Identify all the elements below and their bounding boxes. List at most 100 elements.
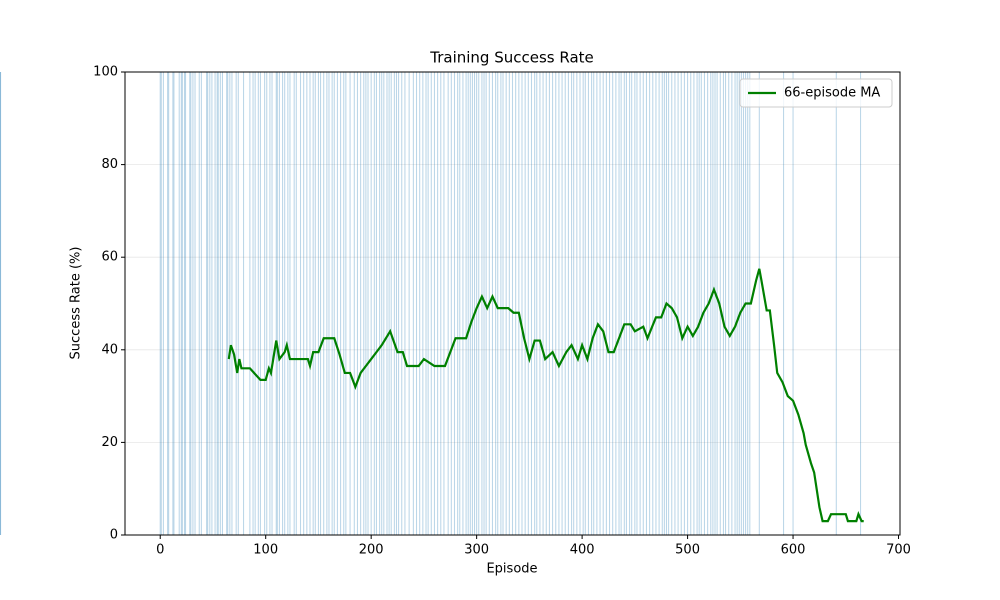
axes-frame xyxy=(124,71,901,536)
bar xyxy=(386,72,388,535)
x-tick-label: 300 xyxy=(464,543,489,558)
bar xyxy=(599,72,601,535)
bar xyxy=(356,72,358,535)
bar xyxy=(217,72,219,535)
bar xyxy=(639,72,641,535)
bar xyxy=(655,72,657,535)
bar xyxy=(587,72,589,535)
bar xyxy=(282,72,284,535)
bar xyxy=(582,72,584,535)
bar xyxy=(278,72,280,535)
x-axis-label: Episode xyxy=(486,562,537,577)
bar xyxy=(309,72,311,535)
bar xyxy=(254,72,256,535)
bar xyxy=(408,72,410,535)
bar xyxy=(505,72,507,535)
bar xyxy=(390,72,392,535)
bar xyxy=(567,72,569,535)
legend-label: 66-episode MA xyxy=(784,86,880,101)
bar xyxy=(317,72,319,535)
bar xyxy=(663,72,665,535)
bar xyxy=(363,72,365,535)
y-tick-label: 80 xyxy=(101,157,118,172)
bar xyxy=(469,72,471,535)
bar xyxy=(200,72,202,535)
bar xyxy=(703,72,705,535)
bar xyxy=(159,72,161,535)
bar xyxy=(725,72,727,535)
bar xyxy=(502,72,504,535)
bar xyxy=(367,72,369,535)
bar xyxy=(758,72,760,535)
bar xyxy=(629,72,631,535)
bar xyxy=(259,72,261,535)
bar xyxy=(333,72,335,535)
bar xyxy=(190,72,192,535)
bar xyxy=(249,72,251,535)
bar xyxy=(457,72,459,535)
bar xyxy=(360,72,362,535)
bar xyxy=(680,72,682,535)
bar xyxy=(530,72,533,535)
bar xyxy=(312,72,314,535)
bar xyxy=(353,72,355,535)
y-tick-label: 60 xyxy=(101,250,118,265)
bar xyxy=(437,72,439,535)
bar xyxy=(173,72,175,535)
bar xyxy=(331,72,333,535)
bar xyxy=(677,72,679,535)
bar xyxy=(683,72,685,535)
bar xyxy=(194,72,196,535)
bar xyxy=(658,72,660,535)
bar xyxy=(162,72,164,535)
bar xyxy=(373,72,375,535)
bar xyxy=(227,72,229,535)
bar xyxy=(287,72,289,535)
plot-area xyxy=(0,71,900,536)
bar xyxy=(474,72,476,535)
bar xyxy=(229,72,231,535)
bar xyxy=(671,72,673,535)
bar xyxy=(576,72,578,535)
bar xyxy=(710,72,712,535)
bar xyxy=(303,72,305,535)
bar xyxy=(264,72,266,535)
y-axis-label: Success Rate (%) xyxy=(69,247,84,360)
bar xyxy=(216,72,218,535)
bar xyxy=(558,72,560,535)
bar xyxy=(252,72,254,535)
bar xyxy=(623,72,625,535)
bar xyxy=(497,72,499,535)
bar xyxy=(172,72,174,535)
bar xyxy=(696,72,698,535)
bar xyxy=(185,72,187,535)
x-tick-label: 700 xyxy=(886,543,911,558)
bar xyxy=(465,72,467,535)
bar xyxy=(508,72,510,535)
bar xyxy=(379,72,381,535)
y-tick-label: 40 xyxy=(101,342,118,357)
bar xyxy=(415,72,418,535)
bar xyxy=(427,72,429,535)
bar xyxy=(561,72,563,535)
bar xyxy=(266,72,268,535)
bar xyxy=(289,72,291,535)
bar xyxy=(860,72,862,535)
bar xyxy=(612,72,614,535)
ma-line xyxy=(227,268,864,523)
bar xyxy=(275,72,277,535)
bar xyxy=(284,72,286,535)
bar xyxy=(221,72,223,535)
bar xyxy=(401,72,403,535)
bar xyxy=(237,72,239,535)
bar xyxy=(539,72,541,535)
bar xyxy=(668,72,670,535)
bar xyxy=(731,72,733,535)
bar xyxy=(618,72,620,535)
legend-box xyxy=(739,78,893,108)
bar xyxy=(167,72,169,535)
bar xyxy=(712,72,714,535)
bar xyxy=(395,72,398,535)
bar xyxy=(425,72,427,535)
bar xyxy=(605,72,607,535)
